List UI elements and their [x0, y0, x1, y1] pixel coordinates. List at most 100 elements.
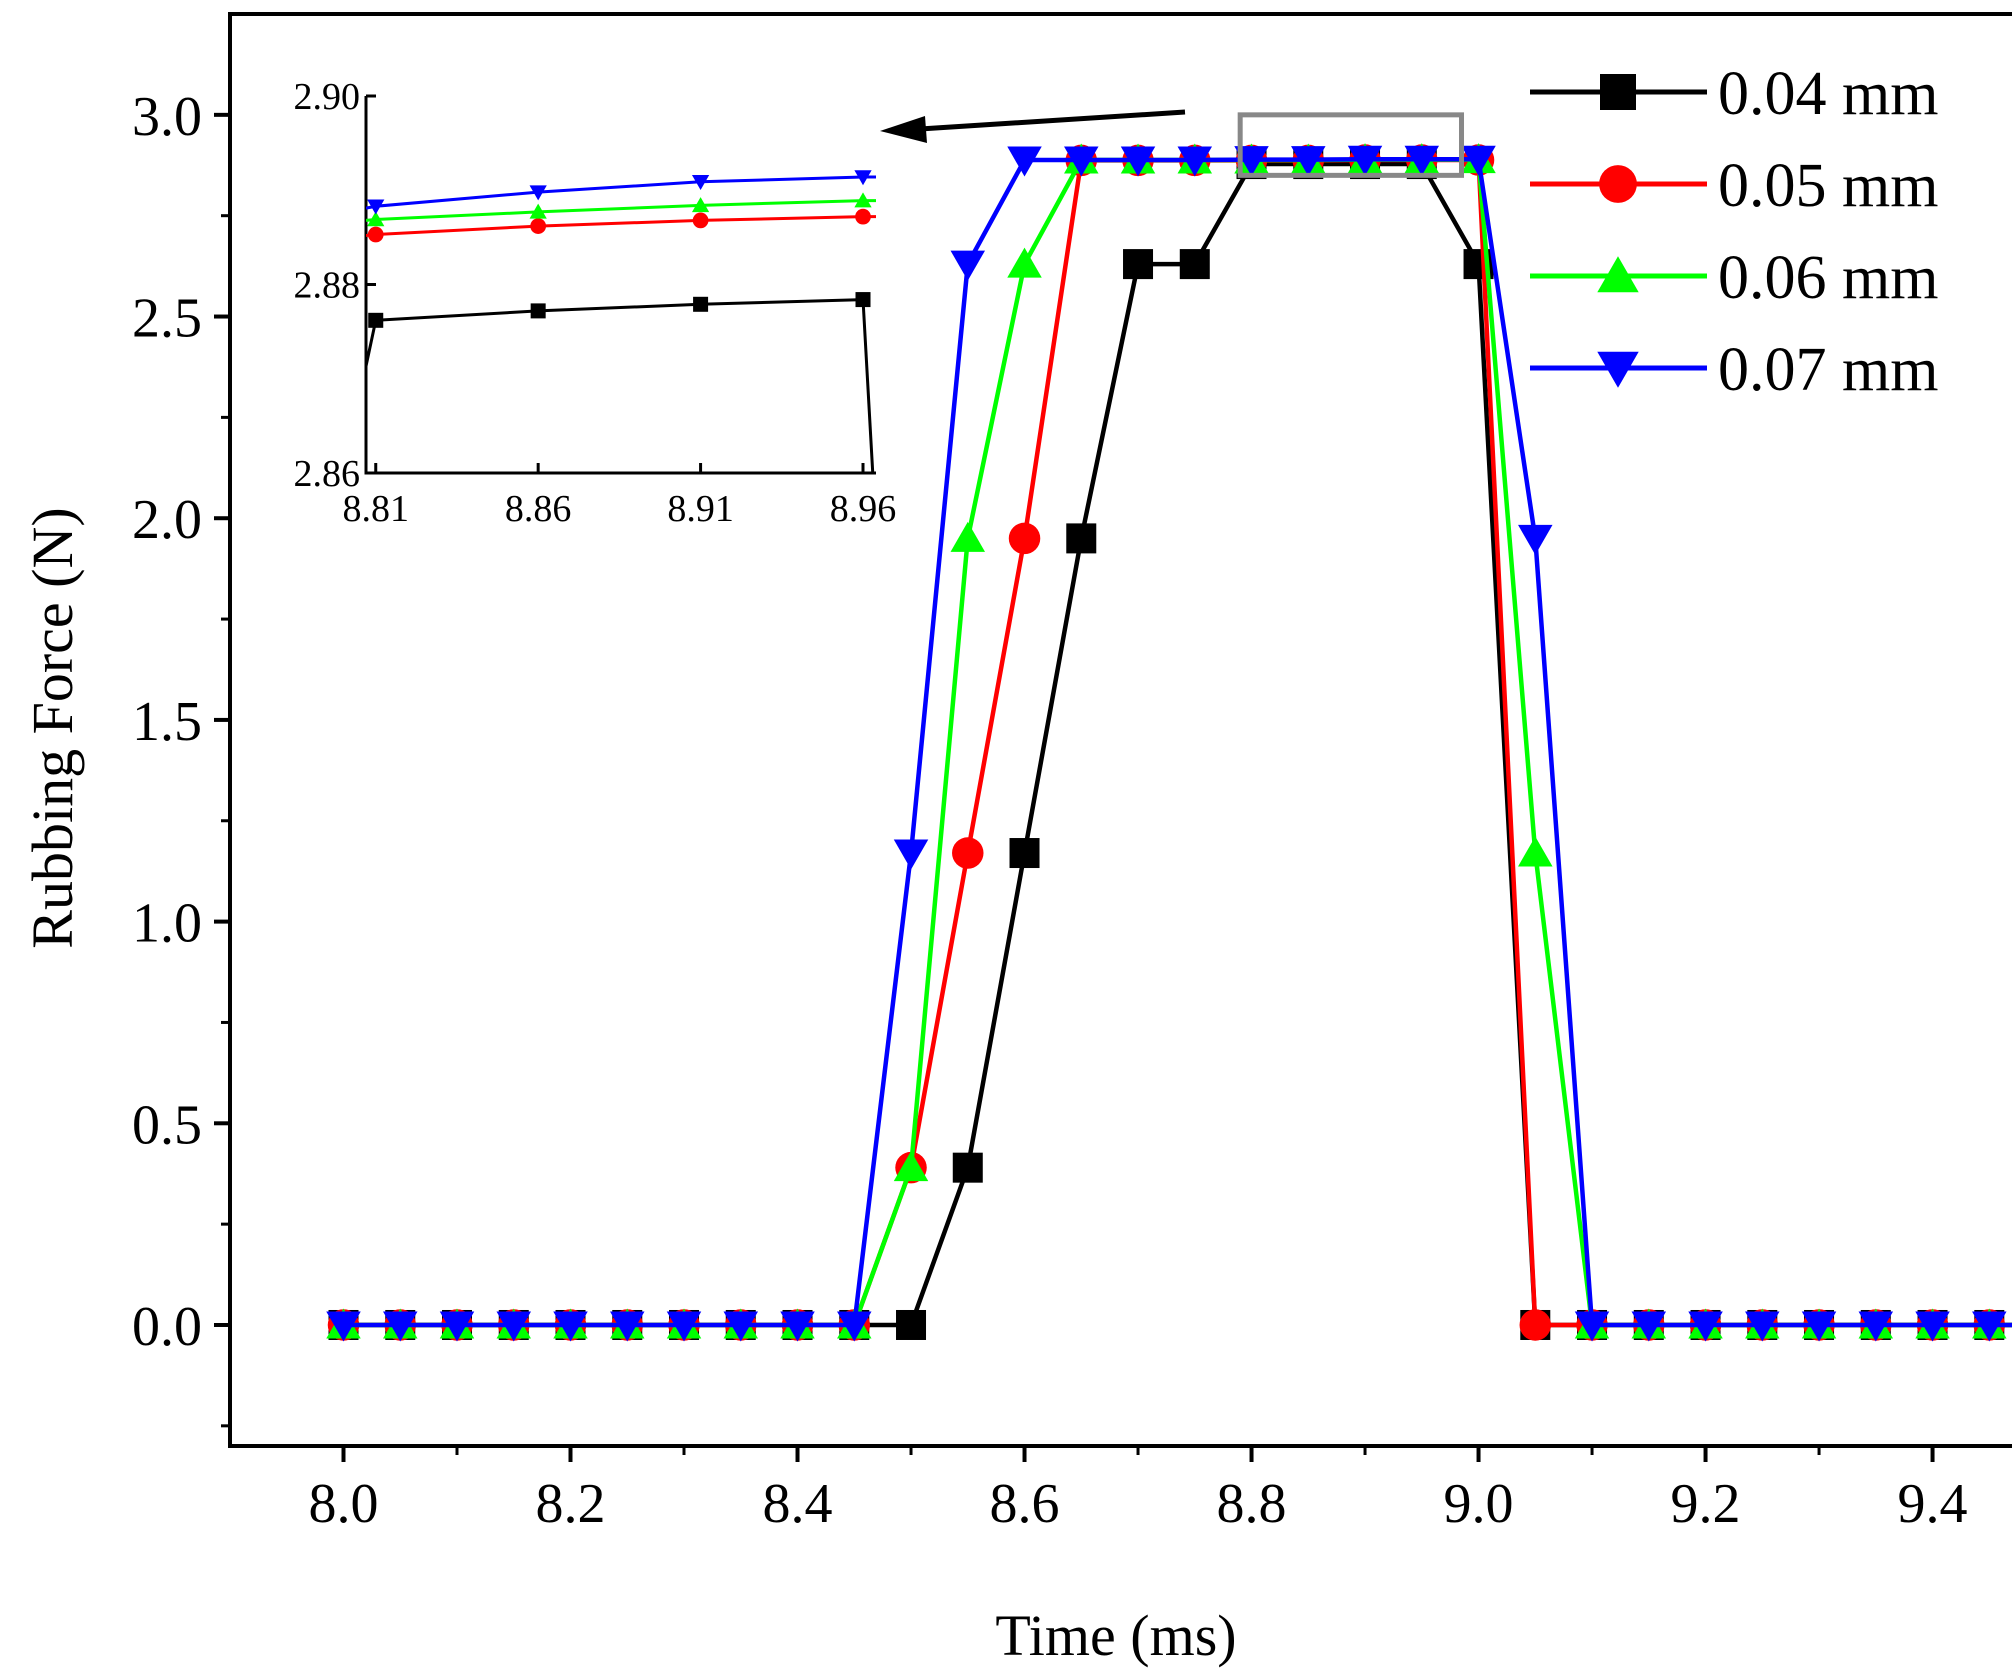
- data-point: [896, 1309, 927, 1340]
- y-tick-label: 0.5: [132, 1094, 202, 1156]
- data-point: [1858, 1311, 1894, 1342]
- inset-data-point: [368, 312, 384, 328]
- inset-x-tick-label: 8.96: [830, 488, 897, 530]
- data-point: [1123, 249, 1154, 280]
- data-point: [1008, 522, 1041, 555]
- x-tick-label: 8.0: [309, 1473, 379, 1535]
- x-tick-label: 8.8: [1217, 1473, 1287, 1535]
- data-point: [1066, 523, 1097, 554]
- data-point: [553, 1311, 588, 1342]
- inset-data-point: [693, 296, 709, 312]
- data-point: [1518, 836, 1553, 867]
- inset-data-point: [530, 218, 547, 234]
- x-tick-label: 9.0: [1444, 1473, 1514, 1535]
- data-point: [1745, 1311, 1780, 1342]
- inset-data-point: [855, 292, 871, 308]
- inset-y-tick-label: 2.86: [294, 453, 361, 495]
- inset-data-point: [691, 197, 710, 213]
- series-0-05-mm: [327, 144, 2012, 1341]
- inset-x-tick-label: 8.91: [667, 488, 734, 530]
- x-tick-label: 8.6: [990, 1473, 1060, 1535]
- data-point: [950, 521, 986, 552]
- series-0-07-mm: [326, 145, 2012, 1342]
- series-line: [343, 157, 2012, 1328]
- inset-series-0-04-mm: [366, 292, 875, 473]
- data-point: [1007, 146, 1042, 177]
- data-point: [1347, 145, 1383, 176]
- x-tick-label: 9.2: [1671, 1473, 1741, 1535]
- legend-entry: 0.04 mm: [1530, 60, 1938, 128]
- series-line: [343, 156, 2012, 1328]
- inset-series-0-07-mm: [366, 170, 876, 215]
- inset-data-point: [367, 211, 385, 227]
- inset-data-point: [854, 192, 872, 208]
- zoom-arrow-shaft: [919, 109, 1186, 132]
- y-tick-label: 1.0: [132, 893, 202, 955]
- inset-axes: [364, 96, 876, 475]
- data-point: [952, 837, 984, 869]
- legend-label: 0.04 mm: [1718, 60, 1938, 128]
- data-point: [1688, 1311, 1723, 1342]
- x-axis-label: Time (ms): [995, 1603, 1236, 1668]
- data-point: [1009, 838, 1040, 869]
- y-tick-label: 0.0: [132, 1296, 202, 1358]
- data-point: [1064, 146, 1099, 177]
- zoom-arrow-head: [880, 116, 927, 143]
- data-point: [1461, 145, 1496, 176]
- legend-marker: [1597, 351, 1639, 388]
- data-point: [1404, 145, 1440, 176]
- zoom-annotation: [880, 109, 1465, 178]
- inset-y-tick-label: 2.90: [294, 76, 361, 118]
- legend: 0.04 mm 0.05 mm 0.06 mm 0.07 mm: [1530, 60, 1938, 404]
- legend-marker: [1600, 74, 1636, 110]
- data-point: [1631, 1311, 1667, 1342]
- series-0-06-mm: [326, 143, 2012, 1339]
- data-point: [1007, 247, 1042, 278]
- inset-data-point: [529, 185, 547, 201]
- y-tick-label: 2.0: [132, 489, 202, 551]
- legend-marker: [1597, 256, 1639, 293]
- data-point: [1574, 1311, 1610, 1342]
- y-axis-label: Rubbing Force (N): [20, 507, 85, 948]
- legend-label: 0.05 mm: [1718, 152, 1938, 220]
- data-point: [1801, 1311, 1837, 1342]
- series-0-04-mm: [328, 149, 2012, 1340]
- inset-data-point: [692, 212, 709, 229]
- data-point: [1234, 146, 1269, 177]
- data-point: [780, 1311, 815, 1342]
- data-point: [1120, 146, 1156, 177]
- inset-y-tick-label: 2.88: [294, 265, 361, 307]
- x-tick-label: 8.2: [536, 1473, 606, 1535]
- inset-data-point: [530, 303, 546, 319]
- data-point: [1179, 249, 1210, 280]
- data-point: [326, 1311, 361, 1342]
- legend-entry: 0.05 mm: [1530, 152, 1938, 220]
- inset-data-point: [367, 226, 384, 243]
- data-point: [666, 1311, 702, 1342]
- legend-label: 0.06 mm: [1718, 244, 1938, 312]
- data-point: [1915, 1311, 1950, 1342]
- x-tick-label: 8.4: [763, 1473, 833, 1535]
- data-point: [383, 1311, 418, 1342]
- inset-x-tick-label: 8.86: [505, 488, 572, 530]
- x-tick-label: 9.4: [1898, 1473, 1968, 1535]
- inset-series-0-06-mm: [366, 192, 876, 227]
- series-group: [326, 143, 2012, 1342]
- y-tick-label: 1.5: [132, 691, 202, 753]
- main-axes-frame: [228, 12, 2012, 1448]
- main-plot-area: 8.0 8.2 8.4 8.6 8.8 9.0 9.2 9.4 0.0 0.5 1.0 1.5 2.0 2…: [132, 12, 2012, 1535]
- data-point: [893, 839, 929, 870]
- y-tick-label: 3.0: [132, 86, 202, 148]
- data-point: [952, 1152, 983, 1183]
- inset-series-line: [366, 215, 876, 237]
- data-point: [723, 1311, 759, 1342]
- data-point: [1519, 1309, 1552, 1341]
- data-point: [1291, 146, 1326, 177]
- inset-data-point: [854, 170, 872, 186]
- data-point: [610, 1311, 645, 1342]
- inset-data-point: [367, 199, 385, 215]
- series-line: [343, 157, 2012, 1328]
- data-point: [950, 250, 986, 281]
- zoom-region-box: [1237, 112, 1465, 178]
- data-point: [1177, 146, 1213, 177]
